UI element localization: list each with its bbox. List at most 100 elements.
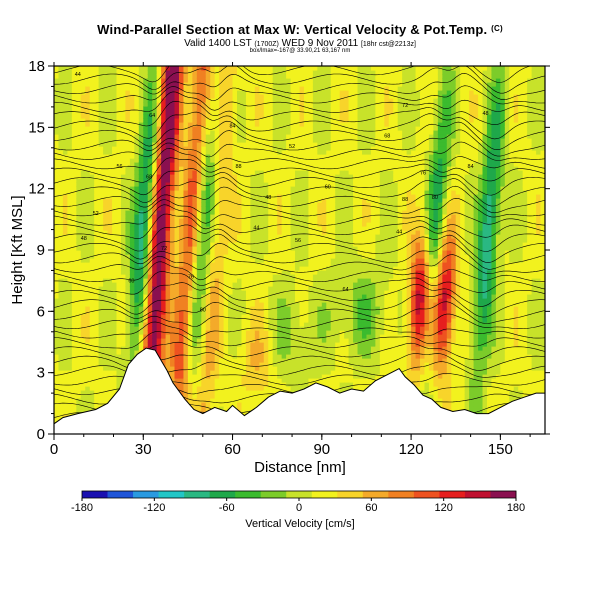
field-cell xyxy=(152,190,158,195)
field-cell xyxy=(272,282,278,287)
field-cell xyxy=(103,234,109,239)
field-cell xyxy=(290,78,296,83)
field-cell xyxy=(103,398,109,403)
field-cell xyxy=(178,278,185,283)
field-cell xyxy=(228,218,234,223)
field-cell xyxy=(129,146,135,151)
field-cell xyxy=(228,70,234,75)
field-cell xyxy=(165,102,171,107)
field-cell xyxy=(107,166,113,171)
field-cell xyxy=(112,130,118,135)
field-cell xyxy=(187,78,193,83)
field-cell xyxy=(272,302,278,307)
field-cell xyxy=(237,158,243,163)
field-cell xyxy=(120,322,127,327)
field-cell xyxy=(281,274,287,279)
field-cell xyxy=(219,126,225,131)
field-cell xyxy=(161,122,167,127)
field-cell xyxy=(232,322,238,327)
field-cell xyxy=(259,302,265,307)
field-cell xyxy=(116,110,122,115)
field-cell xyxy=(147,170,153,175)
field-cell xyxy=(120,222,127,227)
field-cell xyxy=(241,270,247,275)
field-cell xyxy=(107,162,113,167)
field-cell xyxy=(147,218,153,223)
field-cell xyxy=(241,362,247,367)
field-cell xyxy=(94,214,100,219)
field-cell xyxy=(250,98,256,103)
field-cell xyxy=(178,262,185,267)
field-cell xyxy=(205,234,211,239)
field-cell xyxy=(250,170,256,175)
field-cell xyxy=(263,246,269,251)
field-cell xyxy=(259,342,265,347)
field-cell xyxy=(228,182,234,187)
field-cell xyxy=(174,370,180,375)
field-cell xyxy=(116,274,122,279)
field-cell xyxy=(58,374,64,379)
field-cell xyxy=(54,142,60,147)
field-cell xyxy=(161,334,167,339)
field-cell xyxy=(120,342,127,347)
field-cell xyxy=(223,66,229,71)
field-cell xyxy=(232,390,238,395)
field-cell xyxy=(85,82,91,87)
field-cell xyxy=(80,242,86,247)
field-cell xyxy=(85,294,91,299)
field-cell xyxy=(223,362,229,367)
field-cell xyxy=(165,222,171,227)
field-cell xyxy=(174,282,180,287)
field-cell xyxy=(67,170,73,175)
field-cell xyxy=(170,238,176,243)
field-cell xyxy=(62,250,68,255)
field-cell xyxy=(286,306,292,311)
field-cell xyxy=(210,214,216,219)
field-cell xyxy=(214,190,220,195)
field-cell xyxy=(201,118,207,123)
field-cell xyxy=(228,126,234,131)
field-cell xyxy=(58,410,64,415)
field-cell xyxy=(170,134,176,139)
field-cell xyxy=(259,334,265,339)
field-cell xyxy=(174,334,180,339)
field-cell xyxy=(223,306,229,311)
field-cell xyxy=(147,90,153,95)
field-cell xyxy=(272,142,278,147)
field-cell xyxy=(263,166,269,171)
field-cell xyxy=(120,330,127,335)
field-cell xyxy=(138,246,144,251)
field-cell xyxy=(58,198,64,203)
field-cell xyxy=(152,70,158,75)
field-cell xyxy=(120,266,127,271)
field-cell xyxy=(67,206,73,211)
field-cell xyxy=(254,166,260,171)
field-cell xyxy=(129,250,135,255)
field-cell xyxy=(232,134,238,139)
field-cell xyxy=(178,174,185,179)
field-cell xyxy=(277,318,283,323)
field-cell xyxy=(94,78,100,83)
field-cell xyxy=(67,110,73,115)
field-cell xyxy=(241,210,247,215)
field-cell xyxy=(71,194,77,199)
field-cell xyxy=(170,330,176,335)
field-cell xyxy=(183,310,189,315)
field-cell xyxy=(156,238,162,243)
field-cell xyxy=(268,186,274,191)
field-cell xyxy=(107,106,113,111)
field-cell xyxy=(143,278,149,283)
field-cell xyxy=(125,206,131,211)
field-cell xyxy=(129,314,135,319)
field-cell xyxy=(174,110,180,115)
field-cell xyxy=(250,358,256,363)
field-cell xyxy=(85,262,91,267)
field-cell xyxy=(219,310,225,315)
field-cell xyxy=(71,394,77,399)
field-cell xyxy=(223,294,229,299)
field-cell xyxy=(129,282,135,287)
field-cell xyxy=(98,398,104,403)
field-cell xyxy=(192,270,198,275)
field-cell xyxy=(250,126,256,131)
field-cell xyxy=(214,358,220,363)
